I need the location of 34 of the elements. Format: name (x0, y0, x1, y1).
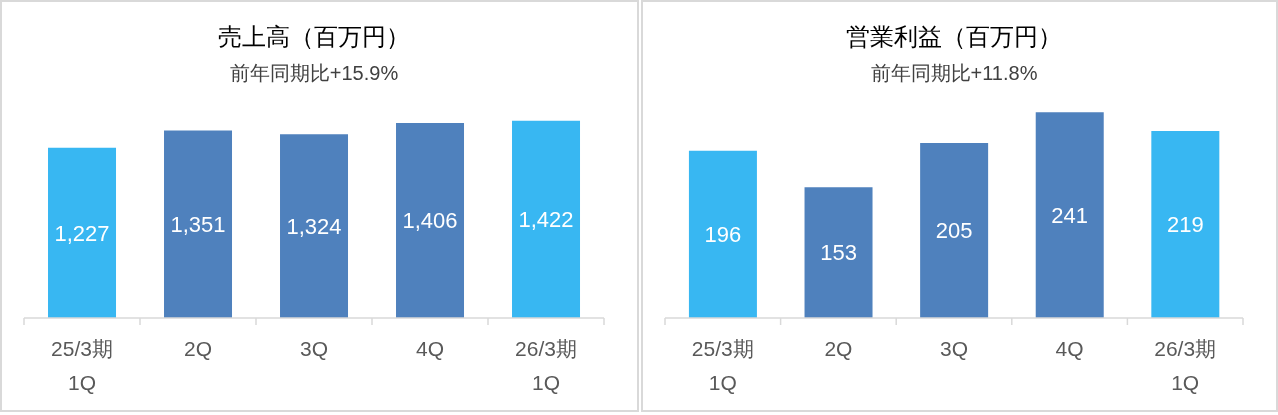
x-tick-label: 25/3期 1Q (51, 337, 113, 394)
x-tick-label: 26/3期 1Q (1154, 337, 1217, 394)
bar (688, 150, 757, 318)
x-tick-label: 2Q (183, 337, 213, 360)
data-label: 1,227 (54, 220, 110, 246)
bar (396, 122, 465, 318)
bar (164, 130, 233, 318)
x-tick-label: 25/3期 1Q (691, 337, 754, 394)
data-label: 196 (704, 222, 742, 248)
bar (48, 147, 117, 318)
data-label: 1,422 (518, 207, 574, 233)
chart-subtitle: 前年同期比+11.8% (869, 61, 1039, 86)
data-label: 1,324 (286, 213, 342, 239)
data-label: 241 (1051, 202, 1089, 228)
data-label: 1,406 (402, 208, 458, 234)
data-label: 219 (1166, 212, 1204, 238)
x-tick-label: 4Q (415, 337, 445, 360)
bar (1151, 131, 1220, 318)
x-tick-label: 26/3期 1Q (515, 337, 577, 394)
data-label: 205 (935, 218, 973, 244)
data-label: 153 (820, 240, 857, 266)
x-tick-label: 3Q (939, 337, 969, 360)
x-tick-label: 2Q (824, 337, 853, 360)
data-label: 1,351 (170, 212, 226, 238)
chart-title: 売上高（百万円） (217, 22, 411, 52)
x-tick-label: 4Q (1055, 337, 1084, 360)
bar (512, 120, 581, 318)
chart-title: 営業利益（百万円） (845, 22, 1063, 52)
bar (804, 187, 873, 318)
x-tick-label: 3Q (299, 337, 329, 360)
bar (1035, 112, 1104, 318)
bar (280, 134, 349, 318)
bar (920, 142, 989, 318)
chart-subtitle: 前年同期比+15.9% (228, 61, 400, 86)
